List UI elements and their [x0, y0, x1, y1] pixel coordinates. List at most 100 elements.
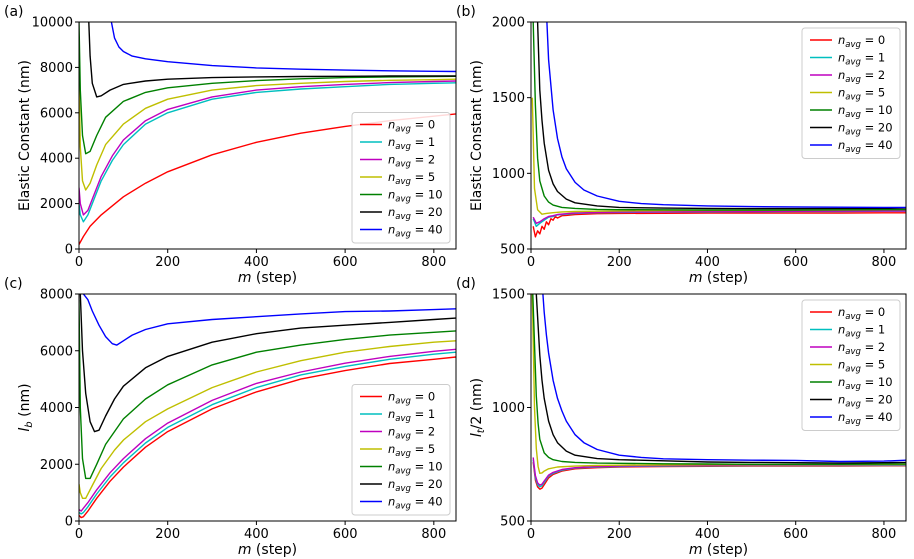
x-tick-label: 400	[244, 255, 269, 270]
y-tick-label: 1500	[492, 288, 525, 303]
legend-entry: navg = 2	[388, 425, 435, 442]
series-line-6	[110, 22, 456, 73]
legend-entry: navg = 0	[388, 118, 435, 135]
series-line-5	[88, 22, 456, 98]
legend-entry: navg = 2	[838, 68, 885, 85]
x-tick-label: 600	[333, 255, 358, 270]
x-tick-label: 400	[695, 527, 720, 542]
x-tick-label: 600	[783, 255, 808, 270]
series-line-2	[79, 80, 456, 216]
legend-entry: navg = 2	[838, 340, 885, 357]
y-axis-label: Elastic Constant (nm)	[469, 60, 485, 211]
x-tick-label: 0	[75, 255, 83, 270]
y-tick-label: 6000	[40, 344, 73, 359]
series-line-6	[546, 22, 906, 209]
axes-frame	[530, 21, 907, 250]
x-tick-label: 800	[872, 255, 897, 270]
legend-entry: navg = 40	[838, 410, 893, 427]
y-tick-label: 1000	[492, 401, 525, 416]
x-tick-label: 200	[607, 255, 632, 270]
y-tick-label: 500	[500, 243, 525, 258]
series-line-2	[79, 348, 456, 512]
series-line-5	[536, 22, 906, 210]
legend-entry: navg = 10	[388, 188, 443, 205]
series-lines	[79, 294, 456, 519]
series-line-4	[79, 22, 456, 155]
y-tick-label: 6000	[40, 106, 73, 121]
y-tick-label: 0	[65, 515, 73, 530]
legend-entry: navg = 5	[388, 170, 435, 187]
y-tick-label: 4000	[40, 152, 73, 167]
y-tick-label: 2000	[40, 458, 73, 473]
series-line-3	[79, 71, 456, 191]
legend-entry: navg = 0	[388, 390, 435, 407]
panel-b: 0 200 400 600 800 500 1000 1500 2000 m (step) Elas…	[456, 4, 907, 286]
panel-label: (a)	[4, 4, 24, 20]
y-tick-label: 1000	[492, 167, 525, 182]
series-line-1	[79, 351, 456, 515]
legend-frame	[351, 112, 451, 244]
x-tick-label: 200	[155, 255, 180, 270]
x-axis-label: m (step)	[238, 270, 297, 286]
legend-entry: navg = 10	[838, 103, 893, 120]
y-axis-label: lt/2 (nm)	[469, 378, 487, 437]
panel-label: (b)	[456, 4, 476, 20]
panel-d: 0 200 400 600 800 500 1000 1500 m (step) lt/2 (nm…	[456, 276, 907, 558]
y-tick-label: 0	[65, 243, 73, 258]
x-tick-label: 0	[527, 255, 535, 270]
series-line-4	[79, 299, 456, 480]
x-tick-label: 600	[783, 527, 808, 542]
series-line-3	[79, 340, 456, 499]
legend-entry: navg = 10	[388, 460, 443, 477]
x-tick-label: 800	[421, 255, 446, 270]
series-line-5	[535, 294, 906, 464]
legend-entry: navg = 5	[388, 442, 435, 459]
x-tick-label: 800	[421, 527, 446, 542]
legend-entry: navg = 20	[838, 393, 893, 410]
y-axis-label: lb (nm)	[17, 383, 35, 431]
series-line-6	[82, 294, 456, 346]
legend-frame	[351, 384, 451, 516]
series-line-4	[532, 22, 906, 211]
legend-entry: navg = 5	[838, 86, 885, 103]
legend-entry: navg = 1	[388, 135, 435, 152]
legend-entry: navg = 40	[388, 223, 443, 240]
panel-label: (d)	[456, 276, 476, 292]
y-tick-label: 8000	[40, 61, 73, 76]
legend-entry: navg = 0	[838, 33, 885, 50]
x-tick-label: 400	[244, 527, 269, 542]
x-tick-label: 200	[155, 527, 180, 542]
x-axis-label: m (step)	[689, 542, 748, 558]
series-lines	[531, 22, 906, 238]
x-tick-label: 200	[607, 527, 632, 542]
legend-entry: navg = 5	[838, 358, 885, 375]
y-tick-label: 500	[500, 515, 525, 530]
x-tick-label: 800	[872, 527, 897, 542]
x-axis-label: m (step)	[689, 270, 748, 286]
legend-frame	[801, 299, 901, 431]
y-tick-label: 1500	[492, 91, 525, 106]
x-tick-label: 400	[695, 255, 720, 270]
panel-label: (c)	[4, 276, 23, 292]
y-tick-label: 8000	[40, 288, 73, 303]
y-tick-label: 2000	[40, 197, 73, 212]
series-lines	[531, 294, 906, 490]
axes-frame	[78, 21, 457, 250]
series-line-0	[532, 212, 906, 238]
legend-entry: navg = 40	[838, 138, 893, 155]
x-tick-label: 0	[527, 527, 535, 542]
legend-frame	[801, 27, 901, 159]
legend-entry: navg = 20	[388, 205, 443, 222]
y-tick-label: 4000	[40, 401, 73, 416]
y-tick-label: 2000	[492, 16, 525, 31]
series-line-2	[532, 210, 906, 225]
series-line-5	[79, 294, 456, 433]
series-line-0	[79, 356, 456, 519]
legend-entry: navg = 20	[388, 477, 443, 494]
